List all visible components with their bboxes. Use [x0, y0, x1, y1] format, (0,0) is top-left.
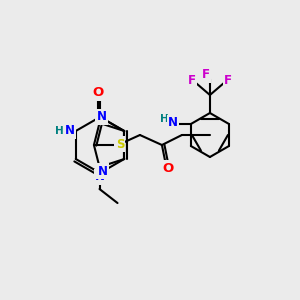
Text: S: S [116, 137, 124, 151]
Text: H: H [56, 126, 64, 136]
Text: H: H [160, 114, 169, 124]
Text: F: F [224, 74, 232, 88]
Text: F: F [202, 68, 210, 82]
Text: N: N [98, 164, 107, 178]
Text: N: N [97, 110, 106, 124]
Text: N: N [168, 116, 178, 130]
Text: O: O [92, 86, 104, 100]
Text: N: N [95, 170, 105, 184]
Text: N: N [65, 124, 75, 137]
Text: O: O [162, 161, 173, 175]
Text: F: F [188, 74, 196, 88]
